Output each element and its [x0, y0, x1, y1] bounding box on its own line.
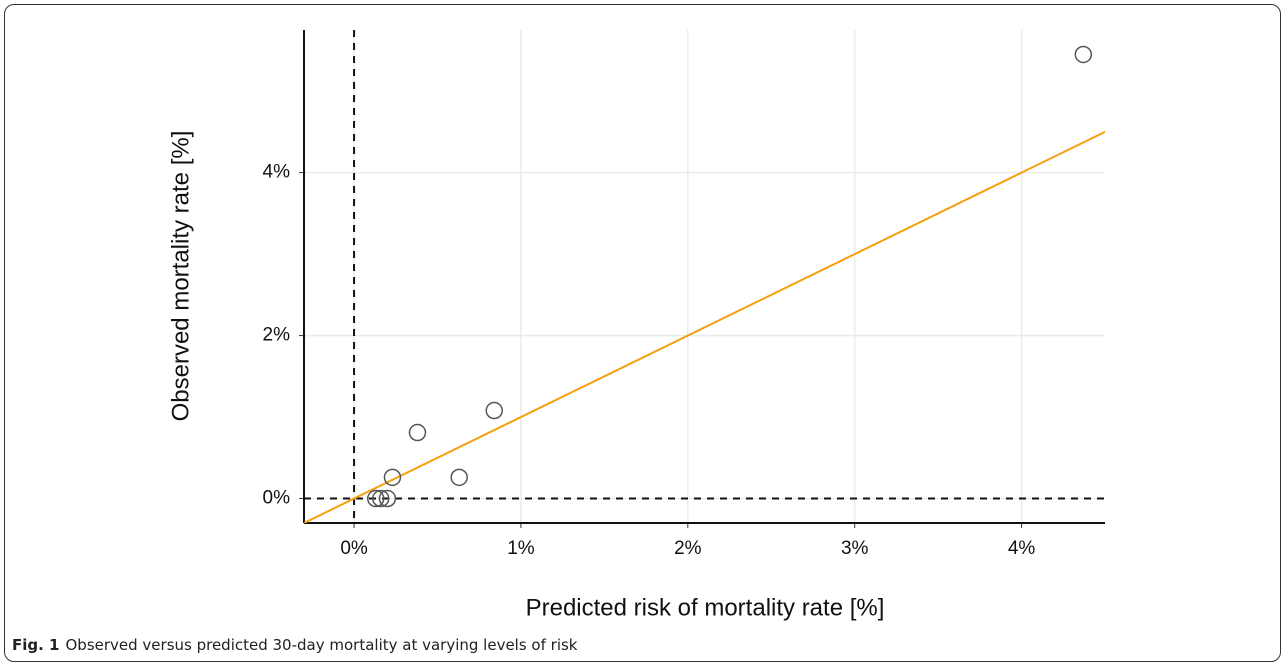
- point: [367, 489, 385, 508]
- point: [383, 468, 402, 487]
- x-tick-label: 4%: [1008, 538, 1036, 559]
- point: [450, 468, 468, 487]
- point: [378, 489, 397, 508]
- identity-line: [304, 130, 1105, 523]
- y-tick-label: 0%: [263, 488, 291, 509]
- y-tick-label: 4%: [263, 162, 291, 183]
- x-tick-label: 2%: [674, 538, 702, 559]
- caption-label: Fig. 1: [12, 636, 60, 654]
- x-tick-label: 1%: [507, 538, 535, 559]
- x-tick-label: 3%: [841, 538, 869, 559]
- caption: Fig. 1 Observed versus predicted 30-day m…: [12, 636, 578, 654]
- y-axis-title: Observed mortality rate [%]: [167, 131, 194, 422]
- y-tick-label: 2%: [263, 325, 291, 346]
- x-tick-label: 0%: [340, 538, 368, 559]
- caption-text: Observed versus predicted 30-day mortali…: [65, 636, 578, 654]
- point: [372, 489, 390, 508]
- point: [1074, 45, 1093, 64]
- x-axis-title: Predicted risk of mortality rate [%]: [526, 594, 885, 621]
- figure-frame: [4, 4, 1281, 662]
- chart: Predicted risk of mortality rate [%] Obs…: [167, 30, 1105, 621]
- point: [485, 401, 503, 420]
- point: [408, 423, 427, 442]
